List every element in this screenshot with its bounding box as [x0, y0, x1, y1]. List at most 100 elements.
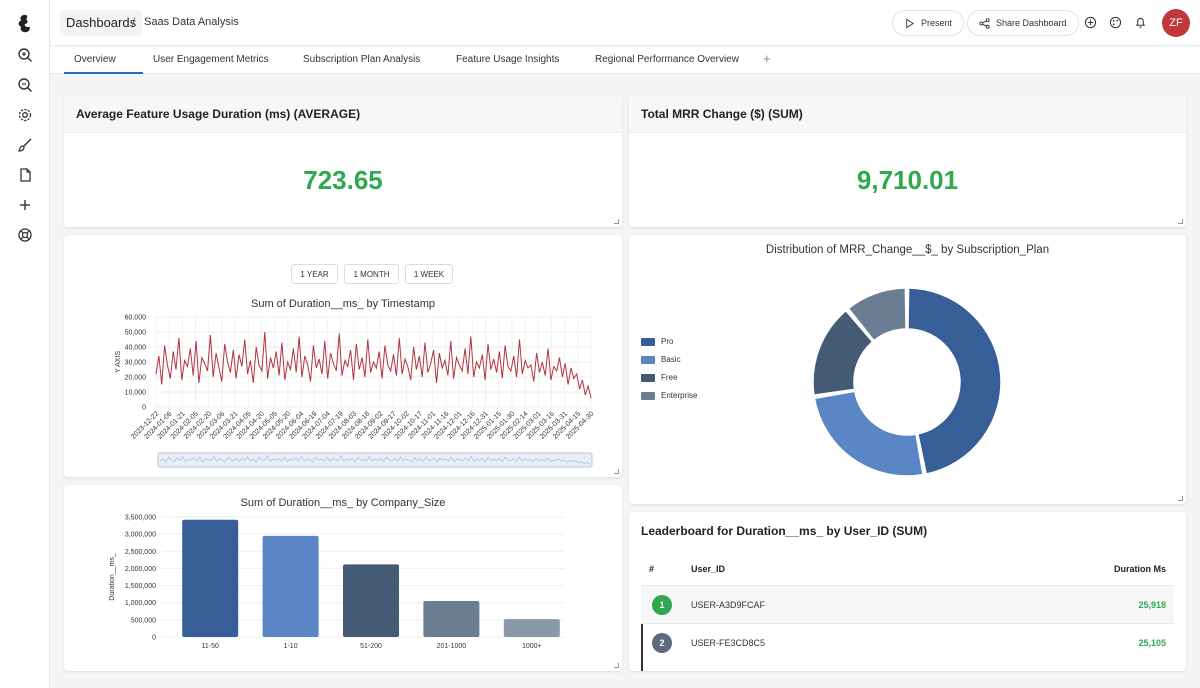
mrr-distribution-card: Distribution of MRR_Change__$_ by Subscr… [629, 235, 1186, 504]
kpi-avg-duration-card: Average Feature Usage Duration (ms) (AVE… [64, 95, 622, 227]
brush-icon[interactable] [14, 134, 36, 156]
resize-handle[interactable] [614, 219, 619, 224]
present-button[interactable]: Present [892, 10, 965, 36]
range-1-year-button[interactable]: 1 YEAR [291, 264, 338, 284]
y-tick-label: 30,000 [125, 360, 147, 367]
legend-label: Basic [661, 355, 681, 364]
leaderboard-title: Leaderboard for Duration__ms_ by User_ID… [641, 524, 928, 538]
leaderboard-value: 25,918 [1138, 600, 1166, 610]
bar-chart: 3,500,000 3,000,000 2,500,000 2,000,000 1,50… [109, 515, 564, 650]
y-tick-label: 0 [142, 405, 146, 412]
tab-overview[interactable]: Overview [74, 54, 116, 65]
legend-swatch [641, 391, 655, 400]
donut-slice-free [812, 309, 874, 396]
leaderboard-row[interactable]: 2 USER-FE3CD8C5 25,105 [641, 623, 1174, 661]
share-dashboard-button[interactable]: Share Dashboard [967, 10, 1079, 36]
legend-item-basic[interactable]: Basic [641, 355, 681, 364]
y-axis-label: Y AXIS [115, 351, 122, 373]
y-tick-label: 40,000 [125, 345, 147, 352]
legend-item-free[interactable]: Free [641, 373, 677, 382]
donut-slice-pro [907, 287, 1002, 475]
tab-regional-performance-overview[interactable]: Regional Performance Overview [595, 54, 739, 65]
y-tick-label: 3,500,000 [125, 515, 156, 522]
breadcrumb-separator: / [132, 15, 136, 29]
y-tick-label: 10,000 [125, 390, 147, 397]
y-tick-label: 0 [152, 635, 156, 642]
leaderboard-user: USER-FE3CD8C5 [691, 638, 766, 648]
share-label: Share Dashboard [996, 18, 1067, 28]
help-icon[interactable] [14, 224, 36, 246]
app-logo-icon[interactable] [12, 11, 38, 37]
plus-icon[interactable] [14, 194, 36, 216]
donut-chart-title: Distribution of MRR_Change__$_ by Subscr… [765, 244, 1050, 256]
bar-chart-title: Sum of Duration__ms_ by Company_Size [240, 497, 446, 509]
leaderboard-row[interactable]: 1 USER-A3D9FCAF 25,918 [641, 585, 1174, 623]
gear-icon[interactable] [14, 104, 36, 126]
x-tick-label: 11-50 [202, 643, 219, 650]
donut-chart [812, 287, 1002, 477]
legend-swatch [641, 337, 655, 346]
leaderboard-user: USER-A3D9FCAF [691, 600, 766, 610]
company-size-card: Sum of Duration__ms_ by Company_Size 3,5… [64, 485, 622, 671]
tab-feature-usage-insights[interactable]: Feature Usage Insights [456, 54, 560, 65]
rank-badge: 1 [652, 595, 672, 615]
tab-user-engagement-metrics[interactable]: User Engagement Metrics [153, 54, 269, 65]
leaderboard-accent-bar [641, 585, 643, 671]
add-tab-button[interactable]: + [763, 51, 771, 66]
dashboard-tabs: Overview User Engagement Metrics Subscri… [50, 47, 1200, 74]
range-brush [157, 452, 593, 468]
resize-handle[interactable] [1178, 496, 1183, 501]
donut-slice-basic [813, 390, 924, 477]
legend-label: Enterprise [661, 391, 698, 400]
duration-timeseries-card: 1 YEAR 1 MONTH 1 WEEK Sum of Duration__m… [64, 235, 622, 477]
resize-handle[interactable] [614, 663, 619, 668]
file-icon[interactable] [14, 164, 36, 186]
line-chart-title: Sum of Duration__ms_ by Timestamp [250, 298, 436, 310]
sidebar [0, 0, 50, 688]
y-axis-label: Duration__ms_ [109, 553, 116, 601]
breadcrumb-current: Saas Data Analysis [144, 16, 239, 28]
zoom-out-icon[interactable] [14, 74, 36, 96]
bell-icon[interactable] [1133, 15, 1147, 29]
leaderboard-col-rank: # [649, 564, 655, 574]
legend-swatch [641, 373, 655, 382]
y-tick-label: 1,000,000 [125, 600, 156, 607]
kpi-mrr-change-title: Total MRR Change ($) (SUM) [629, 95, 1186, 133]
add-circle-icon[interactable] [1083, 15, 1097, 29]
active-tab-indicator [64, 72, 143, 74]
play-icon [906, 18, 915, 28]
leaderboard-value: 25,105 [1138, 638, 1166, 648]
legend-item-enterprise[interactable]: Enterprise [641, 391, 697, 400]
resize-handle[interactable] [1178, 219, 1183, 224]
bar-201-1000 [423, 601, 480, 637]
y-tick-label: 50,000 [125, 330, 147, 337]
donut-slice-enterprise [847, 287, 907, 342]
y-tick-label: 3,000,000 [125, 532, 156, 539]
resize-handle[interactable] [614, 469, 619, 474]
range-1-month-button[interactable]: 1 MONTH [344, 264, 399, 284]
x-tick-label: 51-200 [360, 643, 382, 650]
legend-label: Free [661, 373, 678, 382]
y-tick-label: 500,000 [131, 617, 156, 624]
y-tick-label: 1,500,000 [125, 583, 156, 590]
user-avatar[interactable]: ZF [1162, 9, 1190, 37]
bar-1000+ [503, 619, 560, 637]
leaderboard-col-user[interactable]: User_ID [691, 564, 726, 574]
legend-item-pro[interactable]: Pro [641, 337, 673, 346]
tab-subscription-plan-analysis[interactable]: Subscription Plan Analysis [303, 54, 421, 65]
leaderboard-col-value[interactable]: Duration Ms [1113, 564, 1166, 574]
present-label: Present [921, 18, 953, 28]
range-1-week-button[interactable]: 1 WEEK [405, 264, 453, 284]
bar-1-10 [262, 535, 319, 637]
top-header: Dashboards / Saas Data Analysis Present … [50, 0, 1200, 46]
y-tick-label: 20,000 [125, 375, 147, 382]
series-line-duration [155, 331, 592, 399]
line-chart: 60,00050,00040,00030,00020,00010,0000202… [115, 315, 595, 468]
breadcrumb-dashboards[interactable]: Dashboards [60, 10, 143, 36]
palette-icon[interactable] [1108, 15, 1122, 29]
leaderboard-card: Leaderboard for Duration__ms_ by User_ID… [629, 512, 1186, 671]
x-tick-label: 1000+ [522, 643, 542, 650]
zoom-in-icon[interactable] [14, 44, 36, 66]
legend-label: Pro [661, 337, 674, 346]
kpi-avg-duration-value: 723.65 [303, 165, 383, 195]
